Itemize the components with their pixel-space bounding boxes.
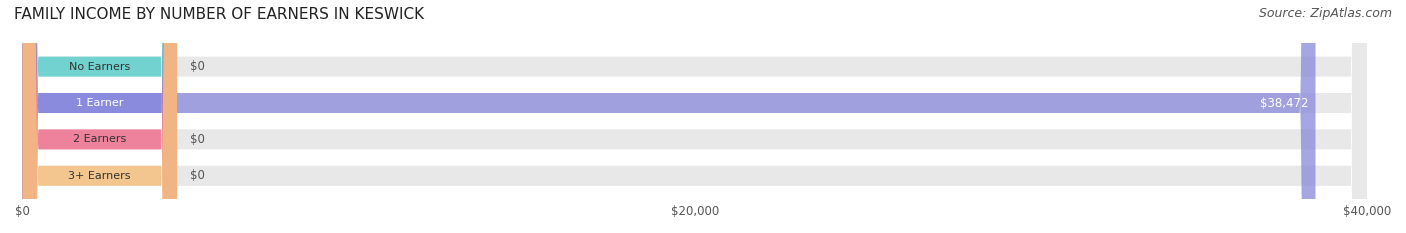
FancyBboxPatch shape [22, 0, 177, 233]
Text: $0: $0 [190, 133, 205, 146]
FancyBboxPatch shape [22, 0, 1367, 233]
Text: Source: ZipAtlas.com: Source: ZipAtlas.com [1258, 7, 1392, 20]
FancyBboxPatch shape [22, 0, 177, 233]
FancyBboxPatch shape [22, 0, 1316, 233]
FancyBboxPatch shape [22, 0, 1367, 233]
Text: 3+ Earners: 3+ Earners [69, 171, 131, 181]
FancyBboxPatch shape [22, 0, 177, 233]
FancyBboxPatch shape [22, 0, 1367, 233]
Text: $0: $0 [190, 169, 205, 182]
Text: $38,472: $38,472 [1260, 96, 1309, 110]
FancyBboxPatch shape [22, 0, 177, 233]
Text: FAMILY INCOME BY NUMBER OF EARNERS IN KESWICK: FAMILY INCOME BY NUMBER OF EARNERS IN KE… [14, 7, 425, 22]
Text: 2 Earners: 2 Earners [73, 134, 127, 144]
Text: 1 Earner: 1 Earner [76, 98, 124, 108]
FancyBboxPatch shape [22, 0, 1367, 233]
Text: No Earners: No Earners [69, 62, 131, 72]
Text: $0: $0 [190, 60, 205, 73]
